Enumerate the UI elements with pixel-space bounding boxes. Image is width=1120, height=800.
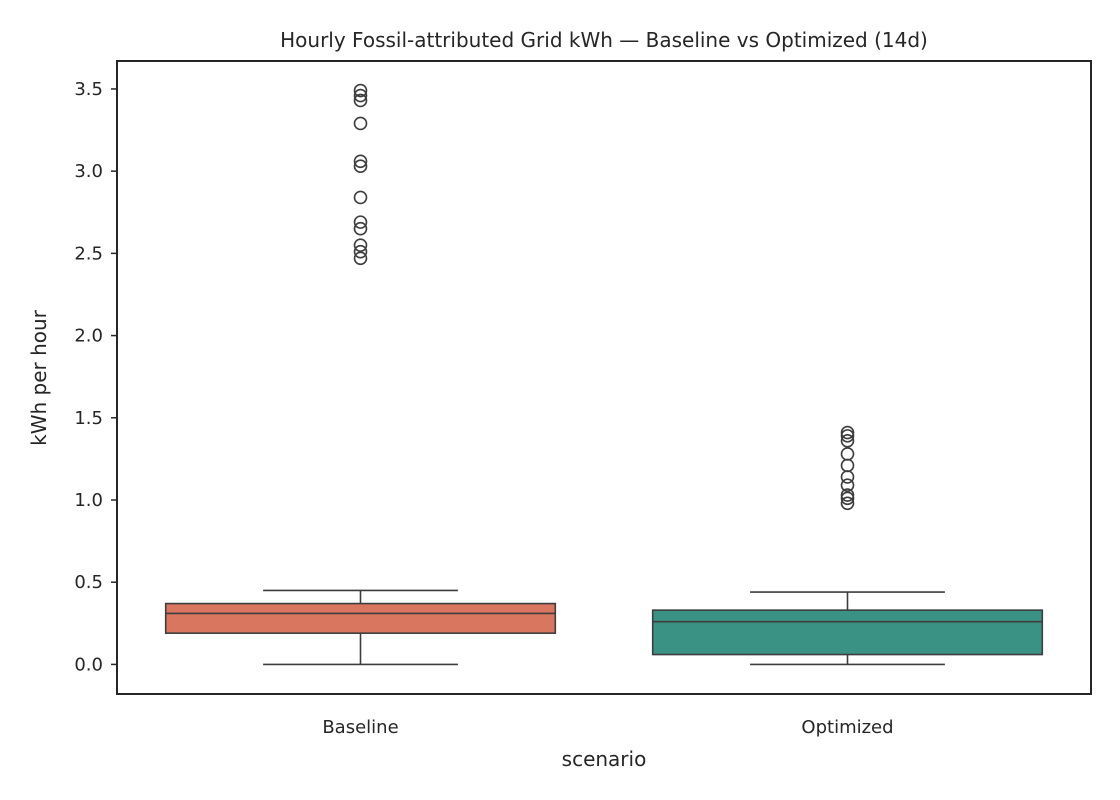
chart-title: Hourly Fossil-attributed Grid kWh — Base… <box>280 28 928 52</box>
optimized-box <box>651 609 1044 656</box>
y-tick-label-1: 0.5 <box>74 572 103 593</box>
optimized-outlier-7 <box>840 433 855 448</box>
baseline-outlier-3 <box>353 221 368 236</box>
y-axis-label: kWh per hour <box>27 309 51 446</box>
baseline-outlier-8 <box>353 116 368 131</box>
y-tick-label-0: 0.0 <box>74 654 103 675</box>
baseline-outlier-5 <box>353 190 368 205</box>
optimized-outlier-9 <box>840 425 855 440</box>
baseline-outlier-11 <box>353 83 368 98</box>
baseline-outlier-4 <box>353 215 368 229</box>
x-tick-label-optimized: Optimized <box>801 717 893 738</box>
baseline-outlier-9 <box>353 93 368 108</box>
plot-area: 0.0 0.5 1.0 1.5 2.0 2.5 3.0 3.5 Baseline Optimize… <box>74 79 1044 738</box>
optimized-outlier-4 <box>840 470 855 484</box>
optimized-outlier-5 <box>840 458 855 473</box>
y-tick-label-4: 2.0 <box>74 326 103 347</box>
optimized-outlier-3 <box>840 478 855 492</box>
plot-frame <box>116 60 1092 695</box>
x-tick-label-baseline: Baseline <box>322 717 398 738</box>
baseline-outlier-7 <box>353 154 368 169</box>
optimized-outlier-0 <box>840 496 855 511</box>
y-tick-label-2: 1.0 <box>74 490 103 511</box>
optimized-outlier-8 <box>840 429 855 443</box>
baseline-outlier-6 <box>353 159 368 174</box>
optimized-outlier-2 <box>840 488 855 502</box>
x-axis-label: scenario <box>562 747 647 771</box>
optimized-outlier-1 <box>840 491 855 506</box>
baseline-outlier-2 <box>353 238 368 252</box>
baseline-outlier-0 <box>353 251 368 266</box>
optimized-outlier-6 <box>840 447 855 461</box>
y-tick-label-6: 3.0 <box>74 161 103 182</box>
y-tick-label-5: 2.5 <box>74 243 103 264</box>
y-tick-label-7: 3.5 <box>74 79 103 100</box>
y-tick-label-3: 1.5 <box>74 408 103 429</box>
baseline-box <box>164 602 557 634</box>
baseline-outlier-10 <box>353 88 368 103</box>
baseline-outlier-1 <box>353 244 368 259</box>
